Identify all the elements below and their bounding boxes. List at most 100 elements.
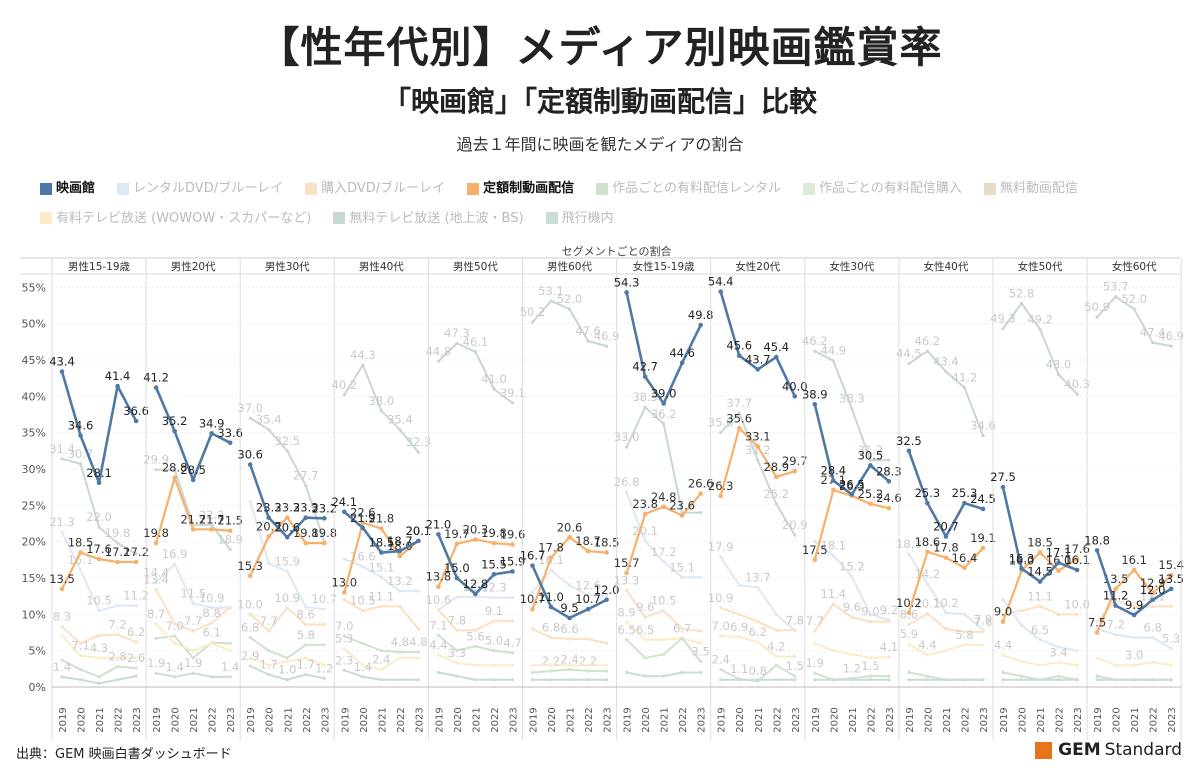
faded-point: [962, 630, 967, 634]
legend-item[interactable]: レンタルDVD/ブルーレイ: [117, 175, 283, 202]
svod-point: [1094, 630, 1100, 635]
faded-point: [60, 457, 64, 461]
faded-data-label: 7.8: [448, 613, 466, 627]
faded-point: [1132, 635, 1136, 640]
faded-data-label: 31.4: [49, 442, 75, 456]
faded-point: [78, 654, 83, 658]
cinema-point: [266, 515, 272, 520]
segment-label: 男性40代: [359, 260, 404, 273]
faded-point: [925, 582, 930, 586]
faded-point: [210, 641, 214, 645]
legend-label: 定額制動画配信: [483, 181, 575, 196]
faded-point: [1075, 678, 1079, 682]
legend-item[interactable]: 作品ごとの有料配信レンタル: [596, 175, 781, 202]
cinema-data-label: 12.0: [594, 583, 620, 597]
faded-data-label: 11.2: [123, 589, 149, 603]
svod-data-label: 15.3: [237, 559, 263, 573]
x-tick-label: 2022: [960, 707, 971, 732]
faded-data-label: 47.4: [1140, 326, 1166, 340]
faded-data-label: 46.1: [463, 335, 489, 349]
faded-point: [1019, 609, 1024, 613]
faded-point: [97, 681, 101, 685]
faded-data-label: 25.2: [763, 487, 789, 501]
faded-point: [416, 650, 420, 654]
cinema-point: [342, 509, 347, 515]
faded-data-label: 2.4: [372, 653, 390, 667]
faded-point: [530, 678, 535, 682]
faded-point: [737, 678, 741, 682]
svod-data-label: 13.8: [426, 570, 452, 584]
legend-label: 映画館: [56, 181, 96, 196]
svod-data-label: 22.6: [350, 506, 376, 520]
cinema-data-label: 17.1: [1046, 546, 1072, 560]
svod-point: [284, 515, 290, 520]
svod-point: [96, 556, 102, 562]
cinema-point: [1113, 603, 1118, 608]
faded-data-label: 49.2: [1027, 312, 1053, 326]
legend-item[interactable]: 無料テレビ放送 (地上波・BS): [333, 205, 524, 232]
faded-point: [228, 605, 232, 609]
faded-point: [154, 588, 158, 592]
faded-point: [1151, 660, 1155, 664]
faded-point: [228, 675, 232, 679]
faded-point: [756, 640, 760, 644]
faded-data-label: 0.8: [749, 664, 767, 678]
faded-point: [962, 678, 967, 682]
legend-item[interactable]: 有料テレビ放送 (WOWOW・スカパーなど): [40, 205, 311, 232]
chart-header: セグメントごとの割合: [562, 244, 672, 258]
faded-point: [962, 385, 967, 390]
legend-item[interactable]: 作品ごとの有料配信購入: [803, 175, 962, 202]
cinema-data-label: 11.0: [538, 590, 564, 604]
faded-point: [115, 665, 120, 669]
faded-data-label: 4.8: [409, 635, 427, 649]
faded-point: [907, 361, 911, 366]
x-tick-label: 2020: [829, 707, 840, 732]
faded-point: [304, 622, 308, 627]
faded-point: [1056, 660, 1061, 664]
faded-point: [1151, 340, 1155, 345]
faded-data-label: 40.3: [1064, 377, 1090, 391]
faded-point: [643, 638, 647, 642]
faded-point: [322, 663, 326, 667]
cinema-point: [1000, 484, 1006, 490]
legend-item[interactable]: 購入DVD/ブルーレイ: [305, 175, 445, 202]
faded-data-label: 34.6: [970, 419, 996, 433]
faded-point: [416, 656, 420, 660]
faded-point: [756, 585, 760, 590]
x-tick-label: 2023: [697, 707, 708, 732]
faded-data-label: 7.9: [974, 613, 992, 627]
faded-data-label: 50.2: [520, 305, 546, 319]
x-tick-label: 2021: [189, 707, 200, 732]
x-tick-label: 2021: [471, 707, 482, 732]
faded-data-label: 44.5: [896, 347, 922, 361]
faded-data-label: 15.9: [274, 554, 300, 568]
svod-point: [1131, 567, 1137, 573]
faded-point: [1019, 678, 1024, 682]
legend-item[interactable]: 飛行機内: [545, 205, 614, 232]
legend-item[interactable]: 定額制動画配信: [467, 175, 574, 202]
faded-data-label: 7.1: [71, 639, 89, 653]
y-tick-label: 50%: [22, 318, 46, 331]
faded-point: [643, 656, 647, 660]
faded-point: [492, 596, 496, 600]
y-tick-label: 25%: [22, 499, 46, 512]
cinema-point: [548, 604, 554, 610]
faded-point: [907, 622, 911, 627]
faded-data-label: 2.8: [108, 650, 126, 664]
faded-data-label: 8.6: [297, 607, 315, 621]
faded-point: [1038, 678, 1042, 682]
faded-point: [60, 530, 64, 534]
faded-point: [154, 622, 158, 626]
faded-point: [605, 663, 609, 667]
faded-point: [228, 641, 232, 645]
svod-data-label: 35.6: [726, 411, 752, 425]
faded-data-label: 6.7: [673, 621, 691, 635]
faded-point: [473, 678, 478, 682]
svod-data-label: 18.6: [915, 535, 941, 549]
svod-point: [698, 491, 703, 496]
cinema-data-label: 30.5: [858, 448, 884, 462]
legend-item[interactable]: 映画館: [40, 175, 95, 202]
brand-name: GEM: [1058, 740, 1101, 760]
svod-point: [153, 540, 159, 546]
legend-item[interactable]: 無料動画配信: [983, 175, 1078, 202]
